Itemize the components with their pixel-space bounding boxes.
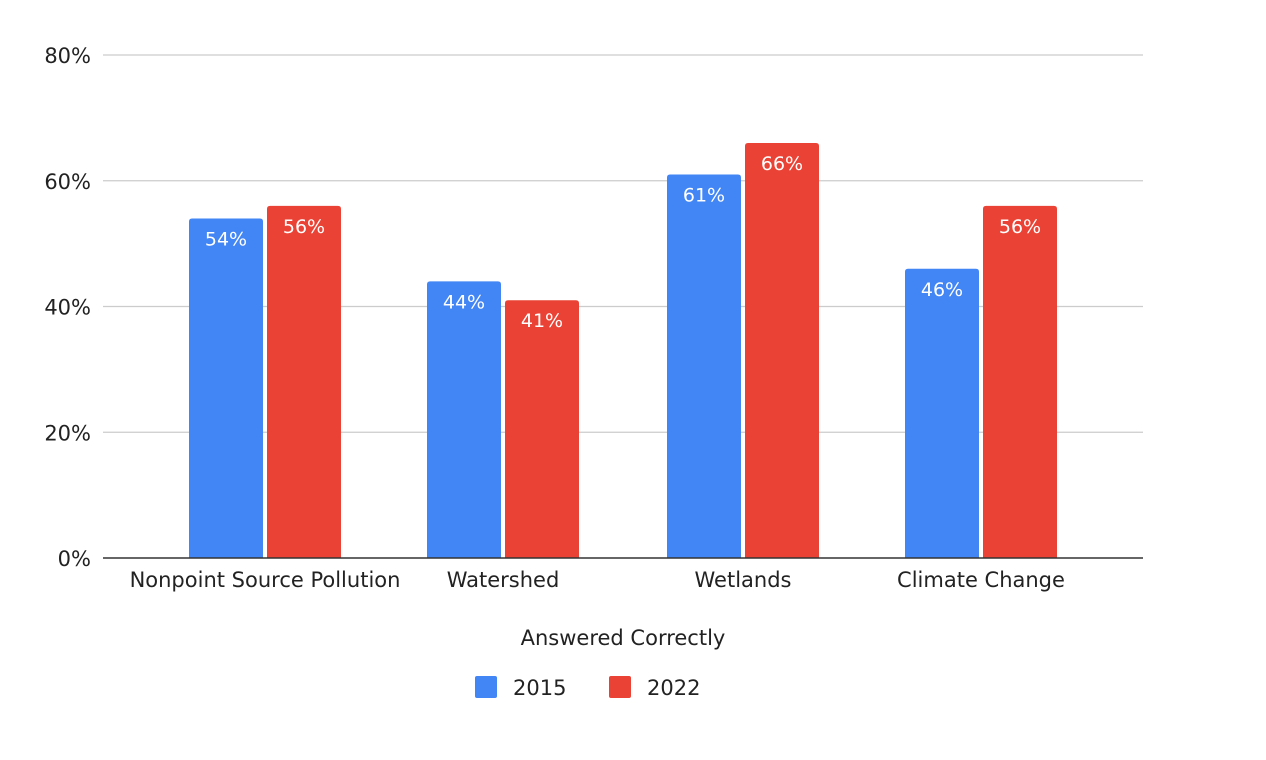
x-axis: Nonpoint Source Pollution Watershed Wetlan… — [103, 557, 1143, 592]
bar-value-label: 41% — [521, 310, 563, 332]
bar-2022-3 — [983, 205, 1057, 558]
bar-value-label: 44% — [443, 291, 485, 313]
y-tick-label: 20% — [44, 421, 91, 445]
bar-value-label: 46% — [921, 279, 963, 301]
bar-2022-0 — [267, 205, 341, 558]
y-tick-label: 80% — [44, 44, 91, 68]
bar-2022-1 — [505, 300, 579, 558]
legend-label: 2022 — [647, 676, 700, 700]
legend-swatch-2015 — [475, 676, 497, 698]
y-tick-label: 0% — [58, 547, 91, 571]
legend-label: 2015 — [513, 676, 566, 700]
y-axis-ticks: 0% 20% 40% 60% 80% — [44, 44, 91, 571]
bar-2015-3 — [905, 268, 979, 558]
bar-value-label: 56% — [999, 216, 1041, 238]
bar-2015-0 — [189, 218, 263, 558]
legend-swatch-2022 — [609, 676, 631, 698]
bar-value-label: 56% — [283, 216, 325, 238]
category-label: Climate Change — [897, 568, 1065, 592]
bar-value-label: 66% — [761, 153, 803, 175]
x-axis-title: Answered Correctly — [521, 626, 726, 650]
bar-value-label: 61% — [683, 184, 725, 206]
bar-2015-1 — [427, 281, 501, 558]
category-label: Wetlands — [695, 568, 792, 592]
bars: 54% 56% 44% 41% 61% 66% 46% 56% — [189, 143, 1057, 558]
bar-value-label: 54% — [205, 228, 247, 250]
y-tick-label: 40% — [44, 296, 91, 320]
category-label: Nonpoint Source Pollution — [130, 568, 401, 592]
legend: 2015 2022 — [475, 676, 700, 700]
category-label: Watershed — [447, 568, 560, 592]
bar-2015-2 — [667, 174, 741, 558]
bar-2022-2 — [745, 143, 819, 558]
y-tick-label: 60% — [44, 170, 91, 194]
